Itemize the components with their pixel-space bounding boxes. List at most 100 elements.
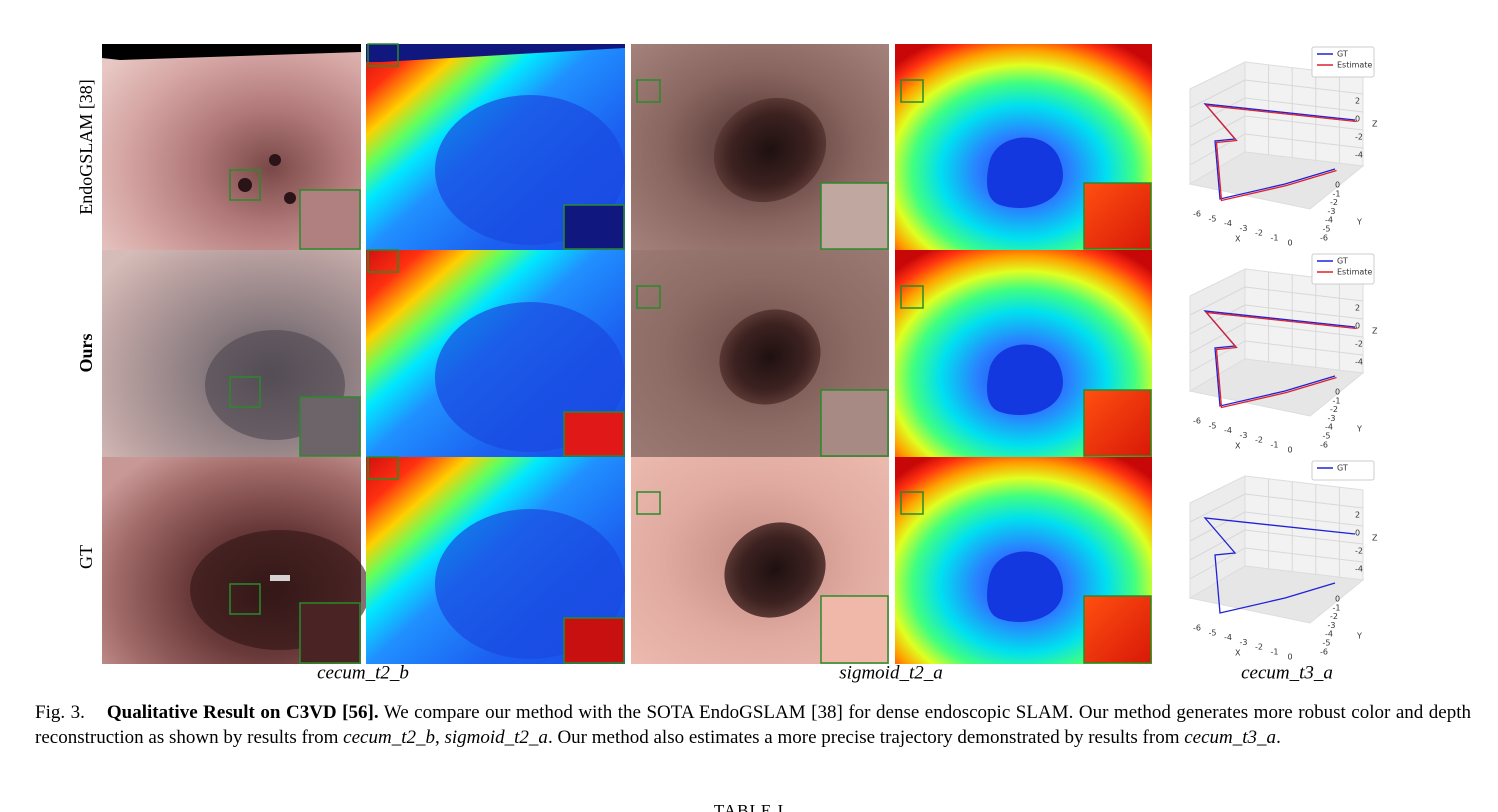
y-axis-label: Y [1356, 425, 1362, 434]
y-tick-label: -1 [1333, 603, 1341, 612]
depth-panels [366, 44, 625, 664]
inset [1083, 389, 1152, 457]
x-tick-label: -5 [1209, 421, 1217, 430]
insets [299, 182, 1152, 664]
z-tick-label: -2 [1355, 547, 1363, 556]
y-tick-label: -4 [1325, 630, 1333, 639]
x-tick-label: -1 [1271, 234, 1279, 243]
legend-entry: GT [1337, 257, 1348, 266]
x-tick-label: -2 [1255, 436, 1263, 445]
trajectory [1203, 517, 1356, 614]
trajectory [1203, 310, 1356, 407]
y-tick-label: 0 [1335, 388, 1340, 397]
inset [563, 204, 625, 250]
y-tick-label: -5 [1323, 432, 1331, 441]
pane-grid [1189, 493, 1246, 523]
pane-grid [1189, 322, 1246, 354]
image-detail [270, 575, 290, 581]
pane-grid [1189, 79, 1246, 109]
zoom-box [367, 456, 399, 480]
figure: EndoGSLAM [38] Ours GT cecum_t2_b sigmoi… [76, 43, 1378, 683]
legend-entry: GT [1337, 464, 1348, 473]
z-tick-label: 2 [1355, 97, 1360, 106]
z-tick-label: 2 [1355, 511, 1360, 520]
inset [299, 189, 361, 250]
y-tick-label: -4 [1325, 423, 1333, 432]
depth-panels [895, 44, 1152, 664]
caption-term: cecum_t2_b [343, 727, 435, 748]
trajectory [1204, 311, 1357, 409]
column-caption: cecum_t3_a [1241, 662, 1333, 683]
x-tick-label: -5 [1209, 214, 1217, 223]
trajectory [1204, 104, 1357, 202]
x-tick-label: -1 [1271, 441, 1279, 450]
image-detail [284, 192, 296, 204]
caption-text: , [434, 727, 440, 748]
z-tick-label: -2 [1355, 133, 1363, 142]
y-tick-label: 0 [1335, 181, 1340, 190]
legend: GT Estimate [1311, 253, 1375, 285]
z-tick-label: -4 [1355, 358, 1363, 367]
x-tick-label: -6 [1193, 624, 1201, 633]
rgb-panels [631, 44, 889, 664]
image-detail [719, 309, 821, 405]
pane-grid [1244, 97, 1364, 113]
x-tick-label: -1 [1271, 648, 1279, 657]
zoom-box [229, 169, 261, 201]
pane-grid [1244, 511, 1364, 527]
row-label: Ours [76, 333, 96, 372]
z-tick-label: -4 [1355, 565, 1363, 574]
pane-grid [1189, 286, 1246, 316]
image-detail [366, 44, 625, 62]
z-tick-label: 0 [1355, 529, 1360, 538]
x-tick-label: -3 [1240, 431, 1248, 440]
inset [299, 602, 361, 664]
pane-grid [1244, 529, 1364, 545]
inset [563, 617, 625, 664]
caption-text: . Our method also estimates a more preci… [547, 727, 1180, 748]
x-tick-label: -4 [1224, 426, 1232, 435]
y-axis-label: Y [1356, 218, 1362, 227]
y-tick-label: -3 [1328, 621, 1336, 630]
pane-grid [1244, 115, 1364, 131]
legend: GT Estimate [1311, 46, 1375, 78]
caption-text: We compare our method with the SOTA Endo… [35, 702, 1471, 748]
x-axis-label: X [1235, 442, 1241, 451]
inset [820, 182, 889, 250]
image-detail [713, 97, 827, 203]
z-tick-label: -2 [1355, 340, 1363, 349]
x-tick-label: -5 [1209, 628, 1217, 637]
legend-entry: GT [1337, 50, 1348, 59]
z-tick-label: 0 [1355, 322, 1360, 331]
pane-grid [1244, 286, 1364, 302]
caption-term: cecum_t3_a [1184, 727, 1277, 748]
y-tick-label: -1 [1333, 189, 1341, 198]
y-tick-label: -2 [1330, 405, 1338, 414]
zoom-box [636, 79, 661, 103]
z-tick-label: 0 [1355, 115, 1360, 124]
image-border [102, 44, 361, 60]
y-tick-label: -6 [1320, 647, 1328, 656]
pane-grid [1244, 547, 1364, 563]
image-detail [987, 551, 1063, 622]
row-label: EndoGSLAM [38] [76, 79, 96, 215]
pane [1188, 565, 1365, 624]
pane-grid [1189, 511, 1246, 542]
y-tick-label: -3 [1328, 207, 1336, 216]
pane-grid [1189, 97, 1246, 128]
inset [299, 396, 361, 457]
inset [820, 389, 889, 457]
zoom-box [900, 285, 924, 309]
x-tick-label: 0 [1287, 652, 1292, 661]
image-detail [987, 137, 1063, 208]
pane-grid [1244, 322, 1364, 338]
x-tick-label: -2 [1255, 229, 1263, 238]
pane-grid [1189, 529, 1246, 561]
pane-grid [1244, 493, 1364, 509]
image-detail [987, 344, 1063, 415]
zoom-box [367, 249, 399, 273]
column-caption: sigmoid_t2_a [839, 662, 942, 683]
trajectory-plot: 20-2-4Z-6-5-4-3-2-10X0-1-2-3-4-5-6YGTEst… [1188, 253, 1378, 454]
table-heading: TABLE I [713, 801, 785, 812]
